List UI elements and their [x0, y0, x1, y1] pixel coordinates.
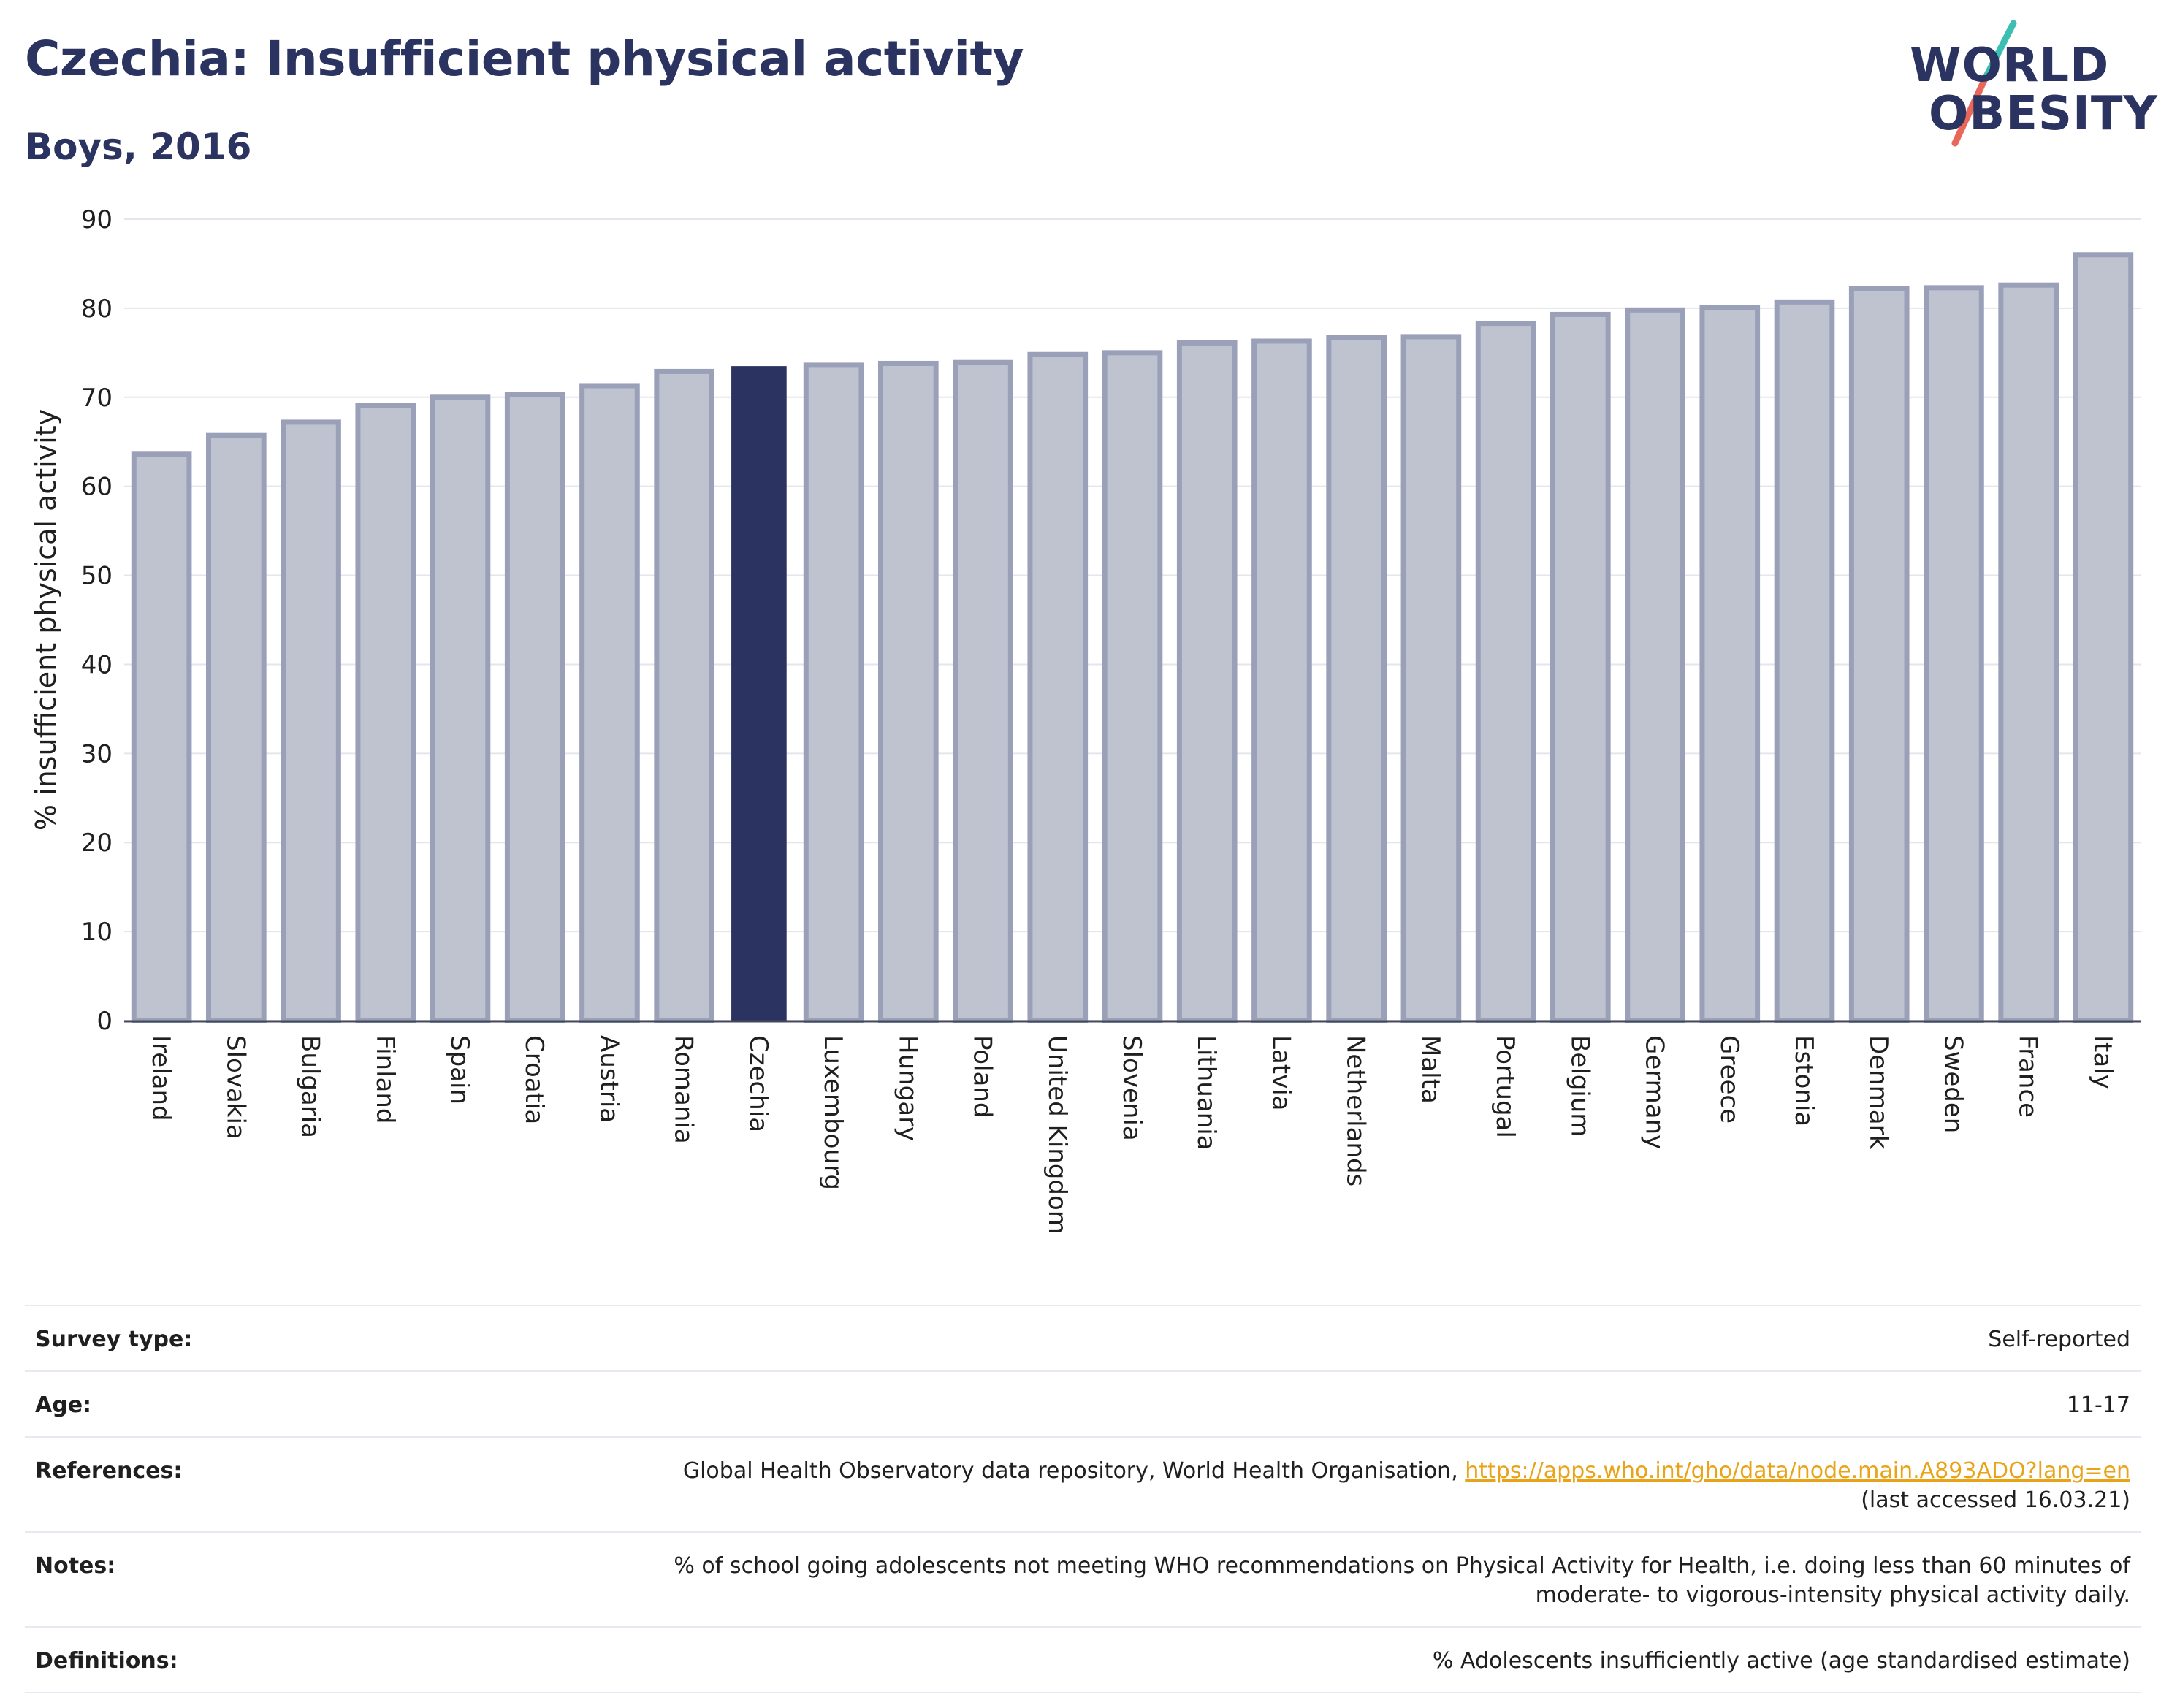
y-tick-label: 10	[81, 918, 113, 947]
logo-line-1: WORLD	[1910, 39, 2110, 93]
y-tick-label: 30	[81, 739, 113, 769]
bar-luxembourg	[803, 362, 864, 1023]
x-tick-label: Slovenia	[1117, 1035, 1146, 1141]
x-tick-label: Greece	[1715, 1035, 1744, 1124]
info-table: Survey type: Self-reported Age: 11-17 Re…	[25, 1305, 2141, 1693]
y-tick-label: 20	[81, 828, 113, 858]
bar-belgium	[1550, 311, 1611, 1023]
x-tick-label: Spain	[445, 1035, 474, 1105]
references-accessed: (last accessed 16.03.21)	[1861, 1487, 2130, 1513]
y-tick-label: 0	[96, 1007, 113, 1036]
x-tick-label: Estonia	[1789, 1035, 1818, 1126]
y-tick-label: 90	[81, 205, 113, 235]
survey-type-label: Survey type:	[35, 1327, 193, 1352]
bar-sweden	[1924, 285, 1984, 1023]
world-obesity-logo: WORLD OBESITY	[1899, 20, 2157, 152]
y-axis-label: % insufficient physical activity	[30, 409, 62, 831]
definitions-value: % Adolescents insufficiently active (age…	[1432, 1648, 2130, 1674]
bar-lithuania	[1176, 340, 1238, 1023]
logo-line-2: OBESITY	[1929, 87, 2158, 141]
bar-netherlands	[1326, 335, 1387, 1023]
references-link[interactable]: https://apps.who.int/gho/data/node.main.…	[1465, 1458, 2130, 1484]
x-tick-label: Malta	[1416, 1035, 1445, 1104]
x-tick-label: United Kingdom	[1043, 1035, 1072, 1235]
survey-type-value: Self-reported	[1988, 1327, 2130, 1352]
bar-estonia	[1774, 299, 1835, 1023]
bar-denmark	[1848, 286, 1910, 1023]
notes-line-1: % of school going adolescents not meetin…	[674, 1553, 2130, 1579]
x-tick-label: Czechia	[744, 1035, 773, 1132]
bar-italy	[2073, 252, 2134, 1023]
x-tick-label: France	[2013, 1035, 2043, 1118]
bar-hungary	[878, 360, 939, 1023]
x-tick-label: Italy	[2088, 1035, 2117, 1089]
bar-france	[1998, 282, 2059, 1023]
bar-chart: 0 10 20 30 40 50 60 70 80 90 Ireland Slovakia Bulga…	[30, 205, 2141, 1235]
x-tick-label: Denmark	[1864, 1035, 1893, 1150]
bar-croatia	[504, 392, 565, 1023]
references-value: Global Health Observatory data repositor…	[683, 1457, 2130, 1515]
x-axis-ticks: Ireland Slovakia Bulgaria Finland Spain Croat…	[146, 1035, 2117, 1235]
notes-label: Notes:	[35, 1553, 116, 1579]
x-tick-label: Austria	[594, 1035, 623, 1123]
references-label: References:	[35, 1458, 183, 1484]
x-tick-label: Ireland	[146, 1035, 175, 1121]
page-subtitle: Boys, 2016	[25, 126, 252, 168]
bar-poland	[953, 359, 1013, 1023]
bar-portugal	[1475, 321, 1536, 1023]
age-label: Age:	[35, 1392, 92, 1418]
bar-malta	[1400, 334, 1462, 1023]
bars	[131, 252, 2134, 1023]
notes-value: % of school going adolescents not meetin…	[674, 1552, 2130, 1610]
y-axis-ticks: 0 10 20 30 40 50 60 70 80 90	[81, 205, 113, 1036]
y-tick-label: 80	[81, 294, 113, 324]
info-row-definitions: Definitions: % Adolescents insufficientl…	[25, 1626, 2141, 1693]
bar-austria	[579, 383, 640, 1023]
definitions-label: Definitions:	[35, 1648, 178, 1674]
x-tick-label: Portugal	[1490, 1035, 1520, 1138]
bar-czechia	[731, 366, 787, 1021]
x-tick-label: Poland	[968, 1035, 997, 1118]
y-tick-label: 70	[81, 384, 113, 413]
info-row-references: References: Global Health Observatory da…	[25, 1436, 2141, 1531]
logo-slash-icon	[1951, 20, 2017, 147]
x-tick-label: Luxembourg	[818, 1035, 847, 1190]
references-text: Global Health Observatory data repositor…	[682, 1458, 1466, 1484]
x-tick-label: Netherlands	[1341, 1035, 1371, 1186]
x-tick-label: Hungary	[893, 1035, 922, 1141]
bar-slovakia	[206, 432, 267, 1023]
y-tick-label: 50	[81, 562, 113, 591]
info-row-notes: Notes: % of school going adolescents not…	[25, 1531, 2141, 1626]
bar-bulgaria	[281, 419, 341, 1023]
bar-ireland	[131, 451, 192, 1023]
x-tick-label: Lithuania	[1192, 1035, 1221, 1150]
age-value: 11-17	[2066, 1392, 2130, 1418]
x-tick-label: Croatia	[519, 1035, 549, 1124]
bar-romania	[654, 368, 714, 1023]
x-tick-label: Slovakia	[221, 1035, 250, 1140]
notes-line-2: moderate- to vigorous-intensity physical…	[1535, 1582, 2130, 1608]
page-title: Czechia: Insufficient physical activity	[25, 31, 1024, 87]
bar-greece	[1699, 305, 1761, 1023]
y-tick-label: 40	[81, 650, 113, 679]
x-tick-label: Sweden	[1938, 1035, 1967, 1133]
bar-slovenia	[1102, 350, 1163, 1023]
bar-united-kingdom	[1027, 351, 1089, 1023]
info-row-survey-type: Survey type: Self-reported	[25, 1305, 2141, 1370]
info-row-age: Age: 11-17	[25, 1370, 2141, 1436]
bar-finland	[355, 403, 416, 1023]
x-tick-label: Belgium	[1565, 1035, 1594, 1137]
x-tick-label: Finland	[370, 1035, 400, 1124]
x-tick-label: Romania	[669, 1035, 698, 1144]
bar-germany	[1625, 307, 1685, 1023]
x-tick-label: Germany	[1640, 1035, 1669, 1149]
y-tick-label: 60	[81, 473, 113, 502]
bar-spain	[430, 394, 491, 1023]
bar-latvia	[1251, 338, 1312, 1023]
x-tick-label: Latvia	[1266, 1035, 1295, 1111]
x-tick-label: Bulgaria	[296, 1035, 325, 1138]
